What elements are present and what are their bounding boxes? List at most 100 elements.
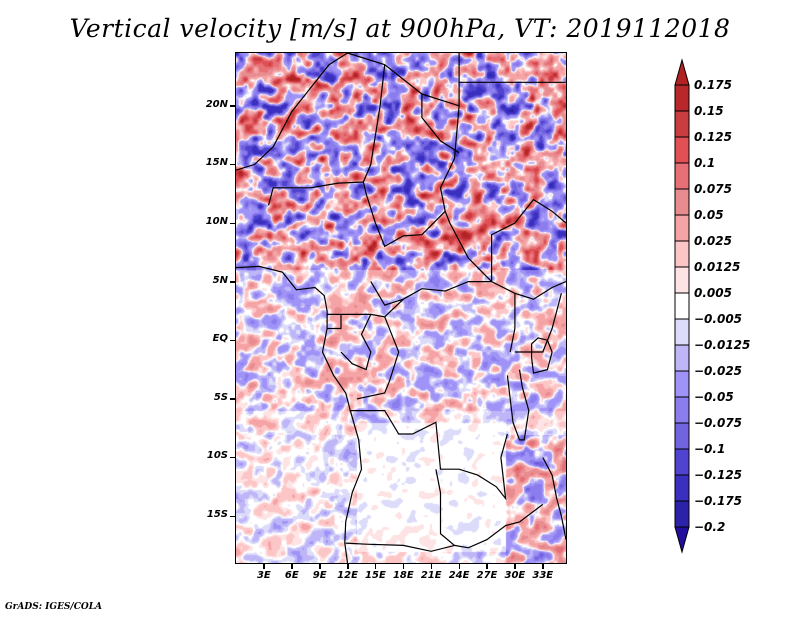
x-tick	[291, 564, 293, 569]
colorbar-label: 0.05	[694, 208, 724, 222]
y-tick	[230, 105, 235, 107]
border-line	[514, 281, 567, 300]
colorbar-band	[674, 214, 690, 242]
x-tick-label: 3E	[256, 570, 271, 581]
border-line	[509, 293, 516, 353]
colorbar-label: 0.075	[694, 182, 732, 196]
y-tick	[230, 281, 235, 283]
y-tick-label: 20N	[205, 98, 228, 110]
colorbar-label: 0.1	[694, 156, 716, 170]
y-tick	[230, 163, 235, 166]
colorbar-band	[674, 188, 690, 216]
y-tick-label: 10S	[206, 450, 228, 462]
y-tick-label: 10N	[205, 216, 228, 227]
colorbar-label: 0.15	[694, 104, 724, 118]
colorbar-label: −0.2	[694, 520, 726, 534]
colorbar-band	[674, 344, 690, 372]
border-line	[514, 293, 562, 353]
colorbar-min-arrow	[674, 526, 690, 554]
border-line	[506, 369, 530, 441]
border-line	[421, 53, 460, 107]
grads-credit: GrADS: IGES/COLA	[5, 602, 103, 612]
border-line	[491, 198, 567, 282]
x-tick-label: 15E	[365, 570, 386, 581]
x-tick	[430, 564, 433, 569]
x-tick-label: 27E	[476, 570, 498, 581]
y-tick	[230, 339, 235, 342]
x-tick	[514, 564, 516, 569]
border-line	[327, 298, 404, 318]
colorbar-label: −0.125	[694, 468, 743, 482]
colorbar-label: 0.005	[694, 286, 732, 300]
border-line	[362, 64, 386, 183]
chart-title: Vertical velocity [m/s] at 900hPa, VT: 2…	[69, 14, 731, 43]
y-tick	[230, 456, 235, 459]
border-line	[374, 210, 446, 248]
y-tick	[230, 222, 235, 224]
colorbar-band	[674, 110, 690, 138]
border-line	[327, 314, 342, 330]
x-tick	[374, 564, 377, 569]
colorbar-band	[674, 240, 690, 268]
x-tick-label: 6E	[284, 570, 299, 581]
border-line	[531, 337, 553, 374]
y-tick-label: 15S	[206, 509, 228, 521]
y-tick	[230, 515, 235, 518]
colorbar-band	[674, 422, 690, 450]
colorbar-band	[674, 84, 690, 112]
colorbar-band	[674, 136, 690, 164]
border-line	[356, 316, 400, 400]
border-line	[235, 265, 363, 564]
x-tick-label: 30E	[504, 570, 526, 581]
map-panel	[235, 52, 567, 564]
border-line	[421, 94, 460, 154]
colorbar-label: 0.0125	[694, 260, 741, 274]
x-tick-label: 9E	[312, 570, 327, 581]
border-line	[347, 52, 423, 95]
vertical-velocity-field	[236, 53, 566, 563]
colorbar	[674, 58, 690, 554]
colorbar-band	[674, 370, 690, 398]
y-tick-label: 5N	[212, 274, 228, 286]
y-tick-label: 5S	[213, 391, 228, 403]
colorbar-label: −0.075	[694, 416, 743, 430]
border-line	[370, 281, 492, 306]
x-tick	[542, 564, 544, 569]
x-tick	[458, 564, 461, 569]
border-line	[449, 222, 516, 294]
colorbar-label: −0.005	[694, 312, 743, 326]
colorbar-label: −0.05	[694, 390, 734, 404]
x-tick-label: 21E	[420, 570, 442, 581]
x-tick	[402, 564, 405, 569]
colorbar-label: −0.1	[694, 442, 726, 456]
x-tick	[263, 564, 265, 569]
colorbar-label: −0.0125	[694, 338, 751, 352]
y-tick-label: EQ	[212, 333, 228, 345]
x-tick-label: 12E	[337, 570, 358, 581]
colorbar-max-arrow	[674, 58, 690, 86]
colorbar-label: −0.025	[694, 364, 743, 378]
border-line	[542, 457, 567, 540]
colorbar-band	[674, 448, 690, 476]
colorbar-label: 0.025	[694, 234, 732, 248]
x-tick	[347, 564, 349, 569]
colorbar-band	[674, 318, 690, 346]
border-line	[340, 314, 372, 371]
y-tick-label: 15N	[205, 157, 228, 169]
colorbar-band	[674, 266, 690, 294]
x-tick	[319, 564, 321, 569]
border-line	[345, 542, 455, 552]
border-line	[235, 52, 348, 171]
colorbar-band	[674, 474, 690, 502]
colorbar-label: 0.175	[694, 78, 732, 92]
x-tick	[486, 564, 488, 569]
colorbar-band	[674, 292, 690, 320]
border-line	[435, 469, 544, 549]
border-line	[439, 105, 460, 224]
colorbar-label: −0.175	[694, 494, 743, 508]
border-line	[349, 410, 508, 501]
country-borders	[235, 52, 567, 564]
x-tick-label: 33E	[532, 570, 554, 581]
border-line	[267, 181, 376, 224]
x-tick-label: 18E	[392, 570, 414, 581]
